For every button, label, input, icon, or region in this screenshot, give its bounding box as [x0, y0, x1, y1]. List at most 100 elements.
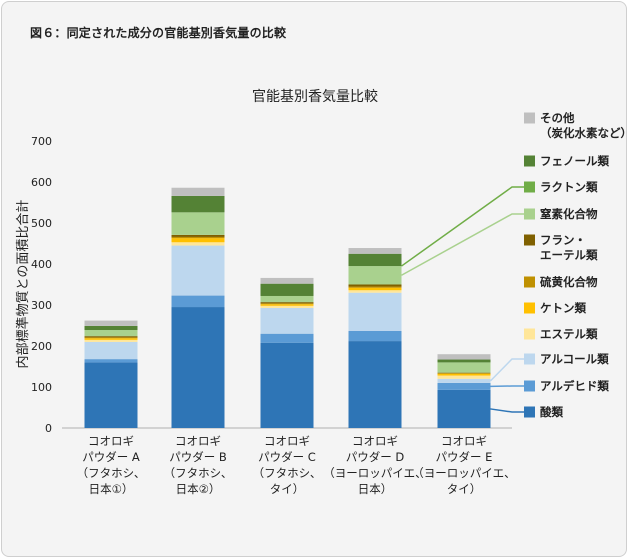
- legend-label: 硫黄化合物: [540, 275, 598, 289]
- x-tick-label: コオロギ: [264, 434, 310, 448]
- bar-segment: [437, 375, 491, 379]
- legend-label: アルデヒド類: [540, 379, 609, 393]
- bar-segment: [437, 359, 491, 363]
- bar-segment: [437, 354, 491, 360]
- legend-label: エステル類: [540, 327, 598, 341]
- legend-swatch: [524, 155, 535, 167]
- bar-segment: [437, 389, 491, 428]
- bar-segment: [171, 234, 225, 237]
- x-tick-label: パウダー C: [258, 450, 316, 464]
- bar-segment: [260, 333, 314, 343]
- x-tick-label: タイ）: [270, 482, 305, 496]
- bar-segment: [260, 303, 314, 305]
- bar-segment: [171, 242, 225, 246]
- bar-segment: [84, 362, 138, 428]
- x-tick-label: （ヨーロッパイエ、: [323, 466, 426, 480]
- bar-segment: [171, 236, 225, 239]
- x-tick-label: （フタホシ、: [77, 466, 146, 480]
- y-tick-label: 600: [31, 176, 52, 189]
- bar-segment: [260, 305, 314, 308]
- legend-swatch: [524, 406, 535, 418]
- legend-label: フェノール類: [540, 154, 609, 168]
- chart-title: 官能基別香気量比較: [252, 88, 378, 105]
- legend-swatch: [524, 380, 535, 392]
- x-tick-label: （フタホシ、: [253, 466, 322, 480]
- bar-segment: [348, 290, 402, 293]
- legend-label: ケトン類: [540, 301, 586, 315]
- legend-label: アルコール類: [540, 352, 609, 366]
- bar-segment: [348, 248, 402, 254]
- x-tick-label: コオロギ: [352, 434, 398, 448]
- bar-segment: [260, 342, 314, 428]
- legend-label: エーテル類: [540, 248, 598, 262]
- bar-segment: [437, 373, 491, 376]
- bar-segment: [171, 195, 225, 213]
- bar-segment: [348, 341, 402, 428]
- y-tick-label: 400: [31, 258, 52, 271]
- legend-leader-line: [489, 358, 524, 382]
- bar-segment: [171, 238, 225, 243]
- bar-segment: [84, 337, 138, 339]
- bar-segment: [171, 295, 225, 308]
- legend-swatch: [524, 181, 535, 193]
- y-tick-label: 100: [31, 381, 52, 394]
- x-tick-label: コオロギ: [175, 434, 221, 448]
- legend-swatch: [524, 302, 535, 314]
- legend-label: その他: [540, 111, 575, 125]
- x-tick-label: 日本①）: [89, 482, 134, 496]
- x-tick-label: コオロギ: [88, 434, 134, 448]
- bar-segment: [171, 307, 225, 428]
- legend-label: 酸類: [540, 405, 563, 419]
- legend-label: ラクトン類: [540, 180, 598, 194]
- legend-label: 窒素化合物: [540, 207, 598, 221]
- x-tick-label: パウダー B: [169, 450, 227, 464]
- legend-swatch: [524, 276, 535, 288]
- bar-segment: [348, 330, 402, 342]
- bar-segment: [84, 339, 138, 342]
- x-tick-label: タイ）: [447, 482, 482, 496]
- x-tick-label: （フタホシ、: [164, 466, 233, 480]
- bar-segment: [84, 320, 138, 326]
- bar-segment: [260, 277, 314, 284]
- legend-swatch: [524, 208, 535, 220]
- legend-swatch: [524, 112, 535, 124]
- bar-segment: [260, 283, 314, 296]
- x-tick-label: 日本②）: [176, 482, 221, 496]
- bar-segment: [348, 292, 402, 331]
- legend-leader-line: [490, 408, 524, 413]
- x-tick-label: 日本）: [358, 482, 393, 496]
- legend-leader-line: [401, 186, 524, 267]
- legend-leader-line: [401, 213, 524, 276]
- legend-swatch: [524, 353, 535, 365]
- y-tick-label: 300: [31, 299, 52, 312]
- bar-segment: [348, 284, 402, 287]
- x-tick-label: コオロギ: [441, 434, 487, 448]
- x-tick-label: パウダー E: [436, 450, 493, 464]
- bar-segment: [260, 302, 314, 304]
- bar-segment: [348, 286, 402, 288]
- y-tick-label: 200: [31, 340, 52, 353]
- bar-segment: [437, 362, 491, 373]
- y-axis-label: 内部標準物質との面積比合計: [15, 200, 31, 369]
- bar-segment: [260, 307, 314, 334]
- bar-segment: [437, 378, 491, 383]
- bar-segment: [348, 253, 402, 267]
- bar-segment: [437, 373, 491, 374]
- legend-label: （炭化水素など）: [540, 126, 630, 140]
- y-tick-label: 700: [31, 135, 52, 148]
- legend-swatch: [524, 234, 535, 246]
- bar-segment: [437, 382, 491, 390]
- y-tick-label: 0: [45, 422, 52, 435]
- x-tick-label: パウダー A: [82, 450, 140, 464]
- figure-caption: 図６：同定された成分の官能基別香気量の比較: [30, 26, 287, 40]
- bar-segment: [171, 212, 225, 235]
- legend-label: フラン・: [540, 233, 586, 247]
- legend-swatch: [524, 328, 535, 340]
- bar-segment: [84, 341, 138, 360]
- x-tick-label: （ヨーロッパイエ、: [412, 466, 515, 480]
- bar-segment: [84, 330, 138, 337]
- bar-segment: [260, 304, 314, 306]
- x-tick-label: パウダー D: [346, 450, 405, 464]
